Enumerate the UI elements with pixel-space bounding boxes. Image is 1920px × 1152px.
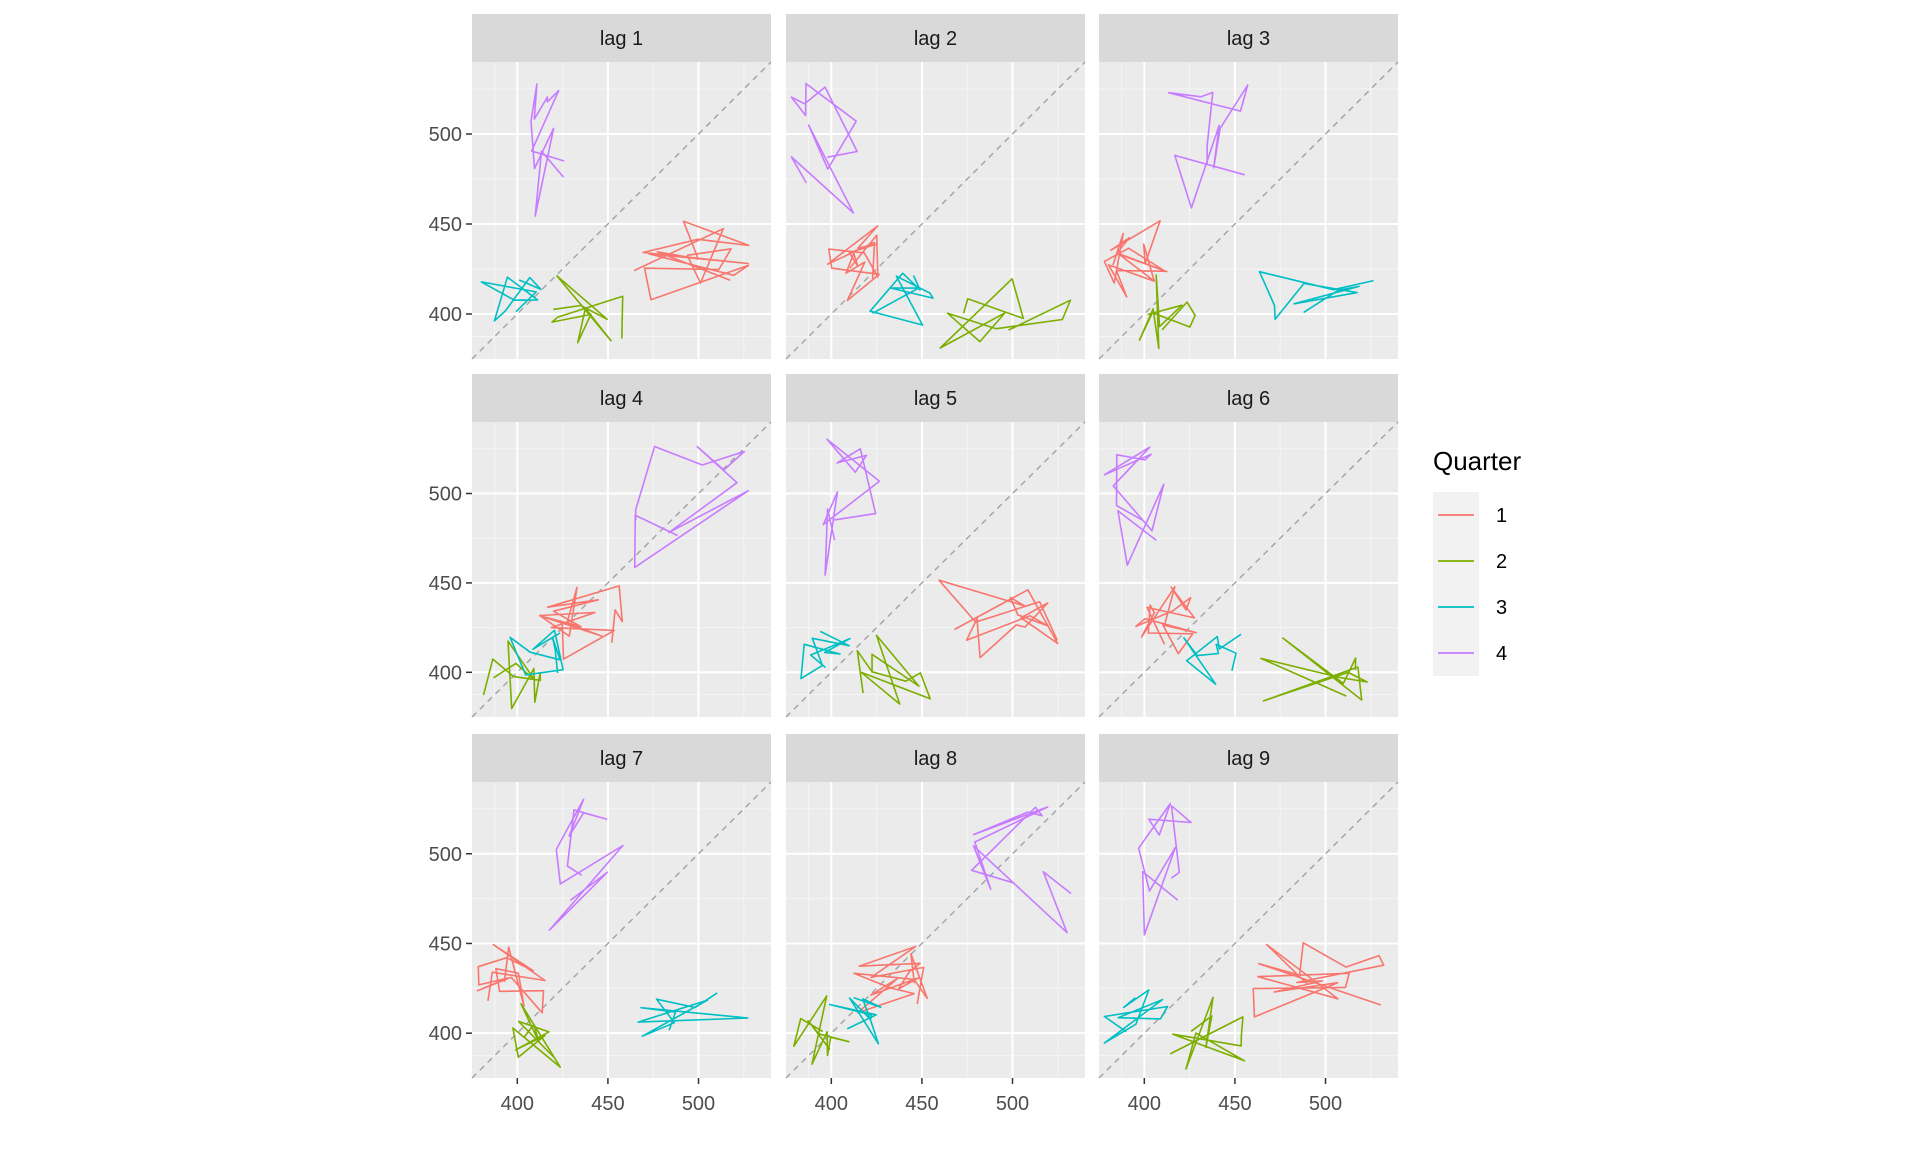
facet-lag-5: lag 5: [785, 374, 1086, 718]
x-tick-label: 400: [1128, 1093, 1161, 1115]
series-line-quarter-2: [1169, 996, 1246, 1070]
facet-strip: [1099, 14, 1398, 62]
legend-label-quarter-4: 4: [1496, 643, 1507, 665]
facet-lag-9: lag 9 400 450 500: [1098, 734, 1399, 1115]
x-tick-label: 450: [905, 1093, 938, 1115]
facet-strip: [786, 374, 1085, 422]
series-line-quarter-4: [1167, 84, 1249, 209]
facet-strip-label: lag 1: [600, 28, 643, 50]
series-line-quarter-4: [790, 82, 858, 214]
y-tick-label: 500: [429, 484, 462, 506]
series-line-quarter-4: [530, 83, 565, 217]
series-line-quarter-4: [633, 445, 750, 569]
series-line-quarter-2: [551, 275, 624, 344]
diagonal-reference-line: [785, 421, 1086, 718]
series-line-quarter-2: [792, 995, 850, 1065]
diagonal-reference-line: [471, 61, 772, 360]
series-line-quarter-3: [1103, 989, 1169, 1044]
x-tick-label: 450: [591, 1093, 624, 1115]
facet-strip-label: lag 7: [600, 748, 643, 770]
y-tick-label: 500: [429, 124, 462, 146]
facet-lag-2: lag 2: [785, 14, 1086, 360]
series-line-quarter-2: [1138, 274, 1196, 350]
x-tick-label: 500: [1309, 1093, 1342, 1115]
diagonal-reference-line: [1098, 781, 1399, 1079]
facet-lag-7: lag 7 400 450 500 400 450 500: [429, 734, 772, 1115]
legend-label-quarter-3: 3: [1496, 597, 1507, 619]
facet-lag-4: lag 4 400 450 500: [429, 374, 772, 718]
x-tick-label: 450: [1218, 1093, 1251, 1115]
series-line-quarter-2: [512, 1002, 562, 1068]
series-line-quarter-2: [482, 640, 542, 710]
series-line-quarter-1: [938, 579, 1059, 659]
series-line-quarter-3: [1183, 633, 1242, 685]
legend-label-quarter-1: 1: [1496, 505, 1507, 527]
diagonal-reference-line: [1098, 61, 1399, 360]
series-line-quarter-2: [1260, 637, 1368, 702]
series-line-quarter-1: [1252, 941, 1385, 1018]
legend-label-quarter-2: 2: [1496, 551, 1507, 573]
facet-strip-label: lag 8: [914, 748, 957, 770]
series-line-quarter-3: [480, 276, 542, 322]
facet-lag-6: lag 6: [1098, 374, 1399, 718]
facet-lag-1: lag 1 400 450 500: [429, 14, 772, 360]
facet-strip: [472, 734, 771, 782]
series-line-quarter-1: [476, 943, 546, 1014]
facet-strip-label: lag 9: [1227, 748, 1270, 770]
series-line-quarter-3: [828, 996, 882, 1045]
series-line-quarter-2: [939, 277, 1072, 349]
series-line-quarter-1: [1135, 585, 1197, 655]
diagonal-reference-line: [1098, 421, 1399, 718]
series-line-quarter-1: [826, 225, 881, 302]
facet-strip-label: lag 2: [914, 28, 957, 50]
x-tick-label: 400: [815, 1093, 848, 1115]
y-tick-label: 400: [429, 1023, 462, 1045]
legend: Quarter 1 2 3 4: [1433, 446, 1521, 676]
series-line-quarter-3: [869, 272, 934, 326]
series-line-quarter-1: [633, 220, 750, 301]
facet-strip: [786, 734, 1085, 782]
y-tick-label: 450: [429, 214, 462, 236]
facet-strip: [1099, 374, 1398, 422]
series-line-quarter-4: [1137, 802, 1192, 936]
diagonal-reference-line: [471, 781, 772, 1079]
series-line-quarter-4: [548, 798, 624, 932]
y-tick-label: 500: [429, 844, 462, 866]
y-tick-label: 450: [429, 933, 462, 955]
facet-strip: [472, 374, 771, 422]
series-line-quarter-2: [856, 634, 932, 705]
x-tick-label: 500: [996, 1093, 1029, 1115]
diagonal-reference-line: [785, 61, 1086, 360]
legend-title: Quarter: [1433, 446, 1521, 476]
facet-lag-3: lag 3: [1098, 14, 1399, 360]
diagonal-reference-line: [785, 781, 1086, 1079]
facet-strip: [786, 14, 1085, 62]
series-line-quarter-3: [637, 992, 749, 1037]
series-line-quarter-3: [800, 630, 851, 680]
series-line-quarter-3: [1258, 270, 1374, 321]
series-line-quarter-4: [822, 438, 881, 576]
y-tick-label: 400: [429, 304, 462, 326]
series-line-quarter-1: [853, 945, 929, 1014]
facet-strip-label: lag 6: [1227, 388, 1270, 410]
x-tick-label: 400: [501, 1093, 534, 1115]
facet-strip: [1099, 734, 1398, 782]
facet-lag-8: lag 8 400 450 500: [785, 734, 1086, 1115]
series-line-quarter-3: [509, 629, 564, 676]
facet-strip-label: lag 5: [914, 388, 957, 410]
series-line-quarter-1: [1103, 220, 1168, 298]
y-tick-label: 400: [429, 662, 462, 684]
series-line-quarter-4: [970, 806, 1072, 934]
y-tick-label: 450: [429, 573, 462, 595]
facet-strip: [472, 14, 771, 62]
series-line-quarter-1: [538, 585, 624, 661]
facet-strip-label: lag 3: [1227, 28, 1270, 50]
series-line-quarter-4: [1103, 446, 1165, 567]
x-tick-label: 500: [682, 1093, 715, 1115]
facet-strip-label: lag 4: [600, 388, 643, 410]
